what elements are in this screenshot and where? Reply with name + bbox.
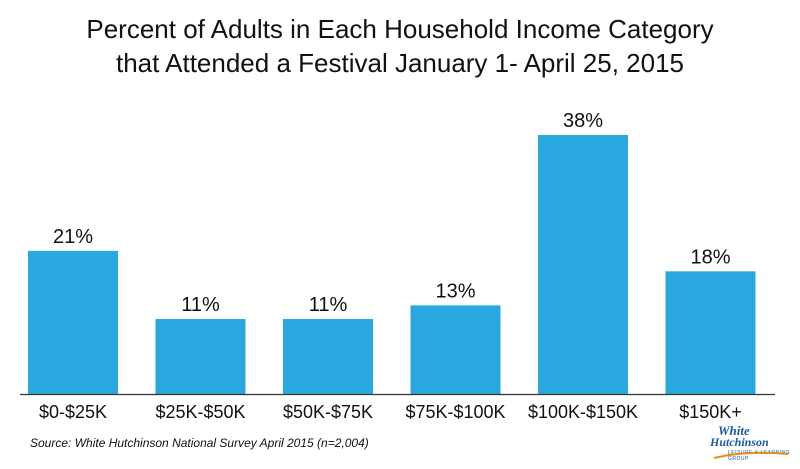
bar-3 [410,305,501,394]
bar-5 [665,271,756,394]
bar-4 [538,135,628,394]
data-label-5: 18% [690,246,730,268]
source-note: Source: White Hutchinson National Survey… [30,436,369,450]
bar-0 [28,250,118,394]
data-label-4: 38% [563,110,603,132]
category-label-3: $75K-$100K [405,402,505,422]
logo-swoosh-icon [713,451,789,459]
chart-title-line2: that Attended a Festival January 1- Apri… [115,48,685,78]
category-label-0: $0-$25K [39,402,107,422]
chart-title-line1: Percent of Adults in Each Household Inco… [86,14,714,44]
category-label-2: $50K-$75K [283,402,373,422]
category-label-5: $150K+ [679,402,742,422]
bar-1 [155,319,246,394]
data-label-2: 11% [309,294,348,316]
data-label-0: 21% [53,226,93,248]
category-label-4: $100K-$150K [528,402,638,422]
bar-chart: 21% $0-$25K 11% $25K-$50K 11% $50K-$75K 13% $75… [20,110,775,422]
white-hutchinson-logo: White Hutchinson Leisure & Learning Grou… [708,424,792,464]
data-label-3: 13% [435,280,475,302]
category-label-1: $25K-$50K [155,402,245,422]
logo-text-hutchinson: Hutchinson [710,435,769,449]
bar-2 [283,319,373,394]
chart-title: Percent of Adults in Each Household Inco… [0,12,800,80]
data-label-1: 11% [181,294,220,316]
logo-text-white: White [718,423,750,438]
